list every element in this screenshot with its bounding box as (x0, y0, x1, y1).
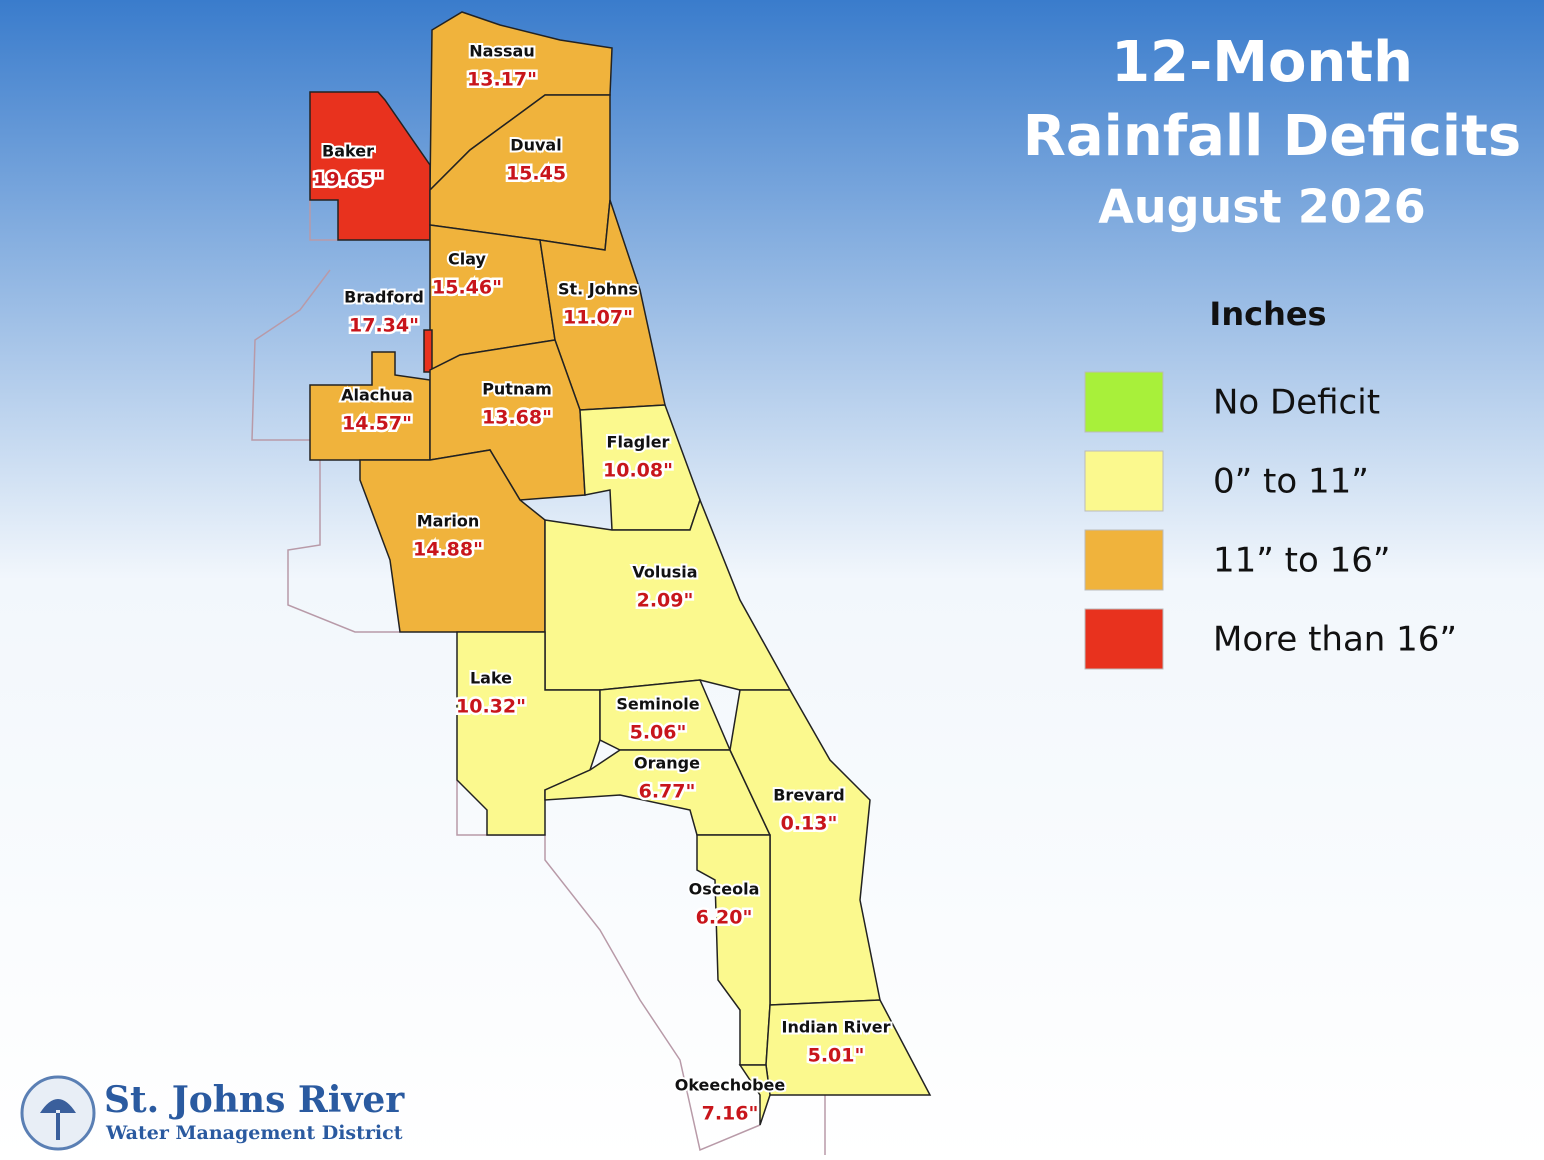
county-value: 17.34" (349, 315, 419, 337)
legend-label: 0” to 11” (1213, 462, 1369, 502)
county-value: 14.57" (342, 413, 412, 435)
county-name: Alachua (341, 386, 413, 405)
county-name: St. Johns (558, 280, 638, 299)
county-name: Flagler (607, 433, 670, 452)
county-value: 19.65" (313, 169, 383, 191)
logo-tree (40, 1099, 76, 1140)
county-name: Osceola (689, 880, 760, 899)
legend-label: 11” to 16” (1213, 541, 1391, 581)
county-value: 6.20" (696, 907, 753, 929)
county-value: 14.88" (413, 539, 483, 561)
title-line: 12-Month (1111, 30, 1413, 95)
county-value: 13.17" (467, 69, 537, 91)
county-value: 6.77" (639, 781, 696, 803)
title-line: August 2026 (1098, 180, 1425, 234)
neighbor-outline (251, 200, 826, 1155)
county (765, 999, 932, 1096)
counties (309, 11, 932, 1126)
county-name: Orange (634, 754, 700, 773)
legend-swatch (1084, 371, 1164, 433)
county-value: 13.68" (482, 407, 552, 429)
county-name: Seminole (616, 695, 699, 714)
county-labels: Nassau 13.17" Baker 19.65" Duval 15.45 Clay 15.… (311, 40, 893, 1128)
county-value: 15.46" (432, 277, 502, 299)
county-name: Lake (470, 669, 512, 688)
legend-label: No Deficit (1213, 383, 1380, 423)
county-name: Okeechobee (675, 1076, 786, 1095)
logo-subtitle: Water Management District (105, 1122, 403, 1144)
county-name: Baker (322, 142, 374, 161)
county (729, 689, 881, 1006)
logo: St. Johns River Water Management Distric… (20, 1075, 405, 1151)
county-name: Indian River (781, 1018, 890, 1037)
county-name: Brevard (773, 786, 845, 805)
legend: No Deficit 0” to 11” 11” to 16” More than 1… (1084, 371, 1457, 670)
county-name: Duval (510, 136, 561, 155)
county-name: Bradford (344, 288, 424, 307)
legend-swatch (1084, 608, 1164, 670)
county-value: 15.45 (506, 163, 566, 185)
county-name: Nassau (469, 42, 534, 61)
county-value: 10.08" (603, 460, 673, 482)
county-value: 11.07" (563, 307, 633, 329)
logo-name: St. Johns River (104, 1079, 405, 1121)
county-name: Putnam (482, 380, 552, 399)
county-value: 0.13" (781, 813, 838, 835)
title-line: Rainfall Deficits (1023, 104, 1521, 169)
county (423, 329, 433, 373)
county-name: Volusia (632, 563, 697, 582)
county-value: 7.16" (702, 1103, 759, 1125)
county-value: 2.09" (637, 590, 694, 612)
legend-label: More than 16” (1213, 620, 1457, 660)
county (696, 834, 771, 1066)
legend-swatch (1084, 450, 1164, 512)
county (309, 351, 431, 461)
county-value: 10.32" (456, 696, 526, 718)
legend-title: Inches (1209, 295, 1326, 333)
county-value: 5.06" (630, 722, 687, 744)
county-name: Clay (448, 250, 487, 269)
legend-swatch (1084, 529, 1164, 591)
county-name: Marion (417, 512, 479, 531)
county-value: 5.01" (808, 1045, 865, 1067)
county (738, 1064, 771, 1126)
